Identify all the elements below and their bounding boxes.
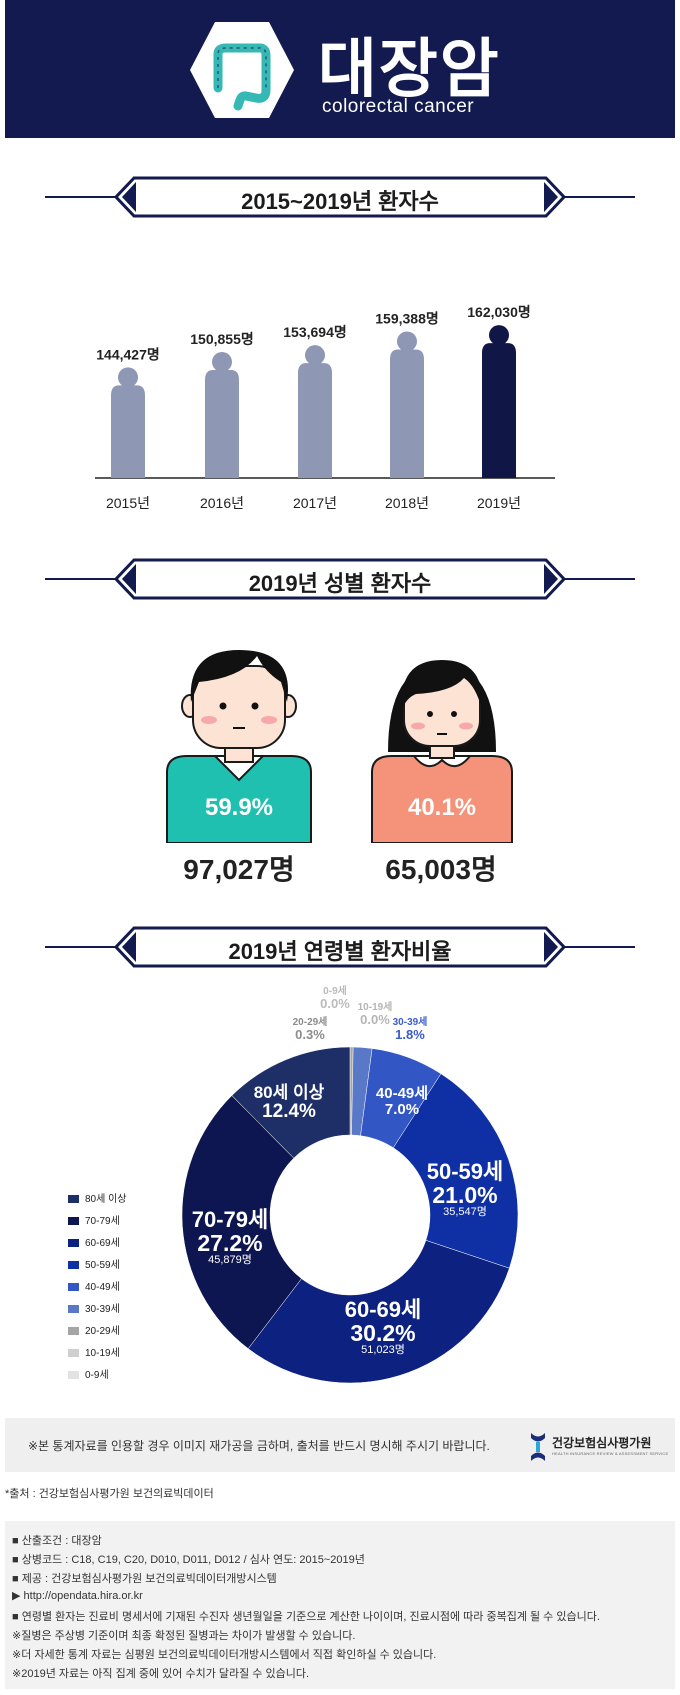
legend-swatch [68, 1283, 79, 1292]
hira-logo-icon [531, 1433, 545, 1461]
donut-slice [231, 1046, 351, 1159]
male-percent: 59.9% [204, 794, 274, 821]
label-20-29: 20-29세 0.3% [292, 1017, 328, 1042]
source-text: *출처 : 건강보험심사평가원 보건의료빅데이터 [5, 1488, 214, 1500]
info-line: ■ 산출조건 : 대장암 [12, 1535, 102, 1547]
label-10-19: 10-19세 0.0% [357, 1002, 393, 1027]
legend-item: 10-19세 [68, 1347, 120, 1361]
donut-slice [247, 1240, 510, 1384]
legend-item: 20-29세 [68, 1325, 120, 1339]
org-name: 건강보험심사평가원 [552, 1436, 652, 1450]
bar-category-label: 2016년 [200, 495, 244, 511]
notice-text: ※본 통계자료를 인용할 경우 이미지 재가공을 금하며, 출처를 반드시 명시… [28, 1439, 490, 1453]
label-30-39: 30-39세 1.8% [392, 1017, 428, 1042]
bar-figure [482, 325, 516, 478]
male-count: 97,027명 [183, 854, 295, 885]
section-banner [114, 926, 566, 968]
org-subtitle: HEALTH INSURANCE REVIEW & ASSESSMENT SER… [552, 1451, 669, 1456]
legend-swatch [68, 1327, 79, 1336]
legend-label: 80세 이상 [85, 1194, 127, 1205]
colon-icon [190, 22, 294, 118]
legend-swatch [68, 1195, 79, 1204]
legend-item: 0-9세 [68, 1369, 109, 1383]
legend-label: 70-79세 [85, 1216, 120, 1227]
info-line: ■ 상병코드 : C18, C19, C20, D010, D011, D012… [12, 1554, 365, 1566]
bar-figure [111, 367, 145, 478]
legend-label: 0-9세 [85, 1370, 109, 1381]
section-banner [114, 176, 566, 218]
info-line: ■ 제공 : 건강보험심사평가원 보건의료빅데이터개방시스템 [12, 1573, 277, 1585]
bar-value-label: 150,855명 [190, 331, 254, 347]
yearly-patients-chart: 144,427명 2015년 150,855명 2016년 153,694명 2017년 1… [95, 304, 555, 511]
label-60-69: 60-69세 30.2% 51,023명 [344, 1297, 422, 1357]
bar-value-label: 162,030명 [467, 304, 531, 320]
legend-item: 70-79세 [68, 1215, 120, 1229]
bar-figure [298, 345, 332, 478]
donut-slice [392, 1073, 519, 1269]
info-box [5, 1521, 675, 1689]
bar-figure [390, 331, 424, 478]
bar-value-label: 144,427명 [96, 346, 160, 362]
info-line: ※2019년 자료는 아직 집계 중에 있어 수치가 달라질 수 있습니다. [12, 1668, 310, 1680]
section-title-age: 2019년 연령별 환자비율 [228, 939, 452, 964]
legend-item: 60-69세 [68, 1237, 120, 1251]
legend-label: 50-59세 [85, 1260, 120, 1271]
legend-label: 20-29세 [85, 1326, 120, 1337]
label-70-79: 70-79세 27.2% 45,879명 [191, 1207, 269, 1267]
legend-label: 60-69세 [85, 1238, 120, 1249]
legend-item: 40-49세 [68, 1281, 120, 1295]
label-0-9: 0-9세 0.0% [320, 986, 350, 1011]
info-line: ※더 자세한 통계 자료는 심평원 보건의료빅데이터개방시스템에서 직접 확인하… [12, 1649, 437, 1661]
label-80-plus: 80세 이상 12.4% [253, 1083, 325, 1122]
section-banner [114, 558, 566, 600]
legend-swatch [68, 1305, 79, 1314]
section-title-gender: 2019년 성별 환자수 [248, 571, 432, 596]
bar-category-label: 2018년 [385, 495, 429, 511]
female-figure-icon [371, 660, 513, 843]
age-donut-chart [181, 1046, 519, 1384]
bar-value-label: 159,388명 [375, 310, 439, 326]
bar-value-label: 153,694명 [283, 324, 347, 340]
bar-category-label: 2017년 [293, 495, 337, 511]
legend-item: 80세 이상 [68, 1193, 127, 1207]
legend-label: 30-39세 [85, 1304, 120, 1315]
page-title: 대장암 [318, 33, 501, 105]
info-line: ▶ http://opendata.hira.or.kr [12, 1590, 143, 1602]
label-50-59: 50-59세 21.0% 35,547명 [426, 1159, 504, 1219]
legend-item: 30-39세 [68, 1303, 120, 1317]
notice-box [5, 1418, 675, 1472]
legend-item: 50-59세 [68, 1259, 120, 1273]
section-title-yearly: 2015~2019년 환자수 [241, 189, 439, 214]
bar-category-label: 2019년 [477, 495, 521, 511]
female-percent: 40.1% [407, 794, 477, 821]
legend-swatch [68, 1349, 79, 1358]
legend-swatch [68, 1217, 79, 1226]
legend-label: 10-19세 [85, 1348, 120, 1359]
bar-figure [205, 351, 239, 478]
label-40-49: 40-49세 7.0% [375, 1085, 429, 1118]
bar-category-label: 2015년 [106, 495, 150, 511]
legend-swatch [68, 1239, 79, 1248]
info-line: ※질병은 주상병 기준이며 최종 확정된 질병과는 차이가 발생할 수 있습니다… [12, 1630, 356, 1642]
legend-swatch [68, 1371, 79, 1380]
header-banner [5, 0, 675, 138]
female-count: 65,003명 [385, 854, 497, 885]
legend-swatch [68, 1261, 79, 1270]
donut-slice [181, 1095, 302, 1349]
legend-label: 40-49세 [85, 1282, 120, 1293]
male-figure-icon [166, 650, 312, 843]
info-line: ■ 연령별 환자는 진료비 명세서에 기재된 수진자 생년월일을 기준으로 계산… [12, 1611, 600, 1623]
page-subtitle: colorectal cancer [322, 96, 475, 117]
